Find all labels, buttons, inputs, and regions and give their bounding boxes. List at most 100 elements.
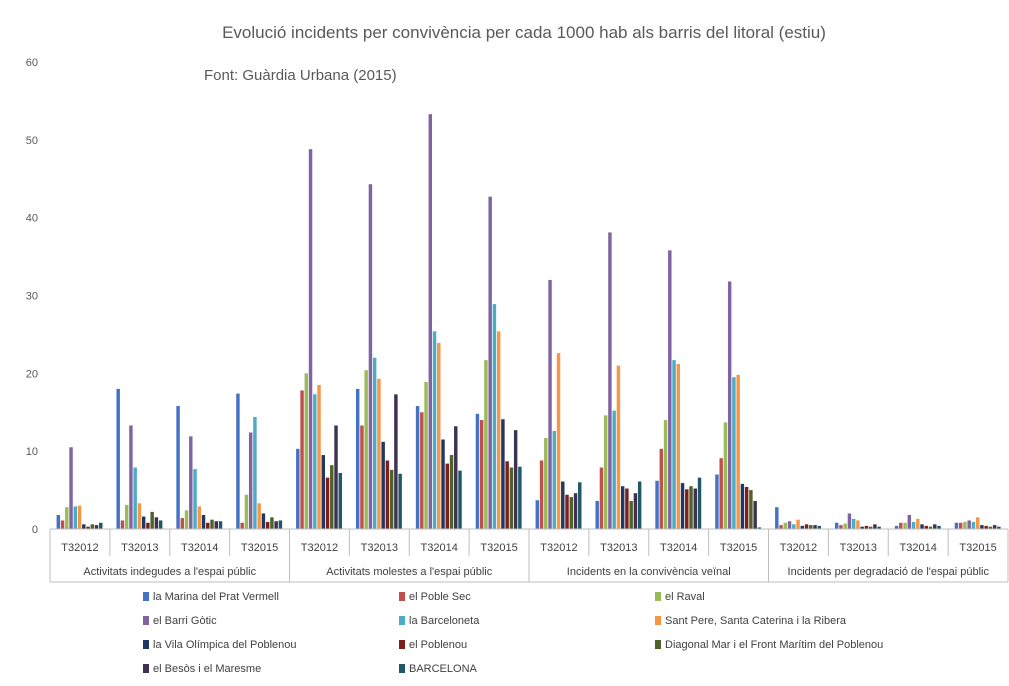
bar — [454, 426, 458, 529]
bar — [988, 526, 993, 529]
bars — [56, 114, 1001, 530]
bar — [381, 441, 385, 529]
bar — [334, 425, 338, 529]
x-tick-label: T32014 — [900, 542, 937, 554]
bar — [304, 373, 309, 529]
bar — [141, 516, 146, 529]
legend: la Marina del Prat Vermell el Poble Sec el… — [143, 591, 883, 675]
bar — [479, 420, 484, 529]
bar — [274, 521, 278, 529]
bar — [744, 486, 749, 529]
bar — [544, 437, 548, 529]
x-tick-label: T32014 — [660, 542, 697, 554]
chart-subtitle: Font: Guàrdia Urbana (2015) — [204, 67, 397, 84]
bar — [201, 514, 206, 529]
bar — [270, 517, 274, 529]
series-group — [82, 419, 984, 529]
bar — [839, 525, 843, 529]
bar — [971, 522, 976, 529]
bar — [740, 483, 745, 529]
y-tick-label: 10 — [26, 446, 38, 458]
legend-swatch — [399, 664, 405, 673]
bar — [625, 488, 629, 529]
bar — [685, 489, 689, 529]
bar — [428, 114, 433, 530]
bar — [980, 525, 984, 529]
bar — [505, 461, 509, 529]
bar — [924, 525, 929, 529]
group-label: Activitats indegudes a l'espai públic — [83, 566, 256, 578]
bar — [248, 432, 253, 529]
bar — [197, 506, 202, 529]
bar — [377, 378, 381, 529]
bar — [736, 374, 740, 529]
bar — [154, 517, 159, 529]
legend-item: el Poble Sec — [399, 591, 471, 603]
legend-label: Sant Pere, Santa Caterina i la Ribera — [665, 615, 847, 627]
bar — [753, 500, 757, 529]
bar — [240, 522, 244, 529]
bar — [928, 526, 933, 529]
bar — [672, 360, 676, 529]
bar — [565, 494, 569, 529]
bar — [556, 353, 561, 529]
bar — [398, 473, 402, 529]
bar — [792, 524, 796, 529]
x-tick-label: T32014 — [181, 542, 218, 554]
bar — [680, 483, 685, 529]
bar — [449, 455, 454, 529]
legend-swatch — [399, 616, 405, 625]
legend-label: la Vila Olímpica del Poblenou — [153, 639, 297, 651]
bar — [775, 507, 779, 529]
y-tick-label: 50 — [26, 135, 38, 147]
bar — [612, 410, 616, 529]
bar — [60, 520, 65, 529]
bar — [65, 507, 69, 529]
legend-label: el Barri Gòtic — [153, 615, 217, 627]
bar — [569, 497, 573, 529]
bar — [488, 196, 492, 529]
bar — [180, 518, 185, 529]
y-tick-label: 20 — [26, 368, 38, 380]
group-label: Incidents en la convivència veïnal — [567, 566, 731, 578]
bar — [475, 413, 480, 529]
bar — [864, 525, 869, 529]
group-label: Incidents per degradació de l'espai públ… — [788, 566, 990, 578]
bar — [368, 184, 373, 529]
bar — [364, 370, 368, 529]
bar — [77, 505, 82, 529]
legend-swatch — [655, 640, 661, 649]
bar — [561, 481, 565, 529]
bar — [124, 504, 129, 529]
bar — [608, 232, 612, 529]
bar — [967, 520, 971, 529]
bar — [236, 393, 240, 529]
bar — [330, 465, 334, 529]
x-tick-label: T32012 — [301, 542, 338, 554]
bar — [629, 500, 633, 529]
bar — [394, 394, 398, 529]
series-group — [94, 394, 997, 529]
bar — [278, 520, 283, 529]
legend-label: el Poble Sec — [409, 591, 471, 603]
bar — [56, 514, 61, 529]
bar — [129, 425, 133, 529]
bar — [265, 522, 270, 529]
series-group — [65, 360, 967, 529]
bar — [676, 363, 681, 529]
bar — [817, 525, 821, 529]
bar — [496, 331, 501, 529]
bar — [992, 525, 997, 529]
bar — [916, 518, 920, 529]
y-tick-label: 30 — [26, 291, 38, 303]
bar — [732, 377, 736, 529]
series-group — [77, 331, 980, 529]
bar — [997, 526, 1001, 529]
bar — [518, 466, 522, 529]
bar — [338, 472, 342, 529]
bar — [513, 430, 518, 529]
x-tick-label: T32013 — [600, 542, 637, 554]
bar — [253, 416, 257, 529]
bar — [176, 406, 180, 529]
